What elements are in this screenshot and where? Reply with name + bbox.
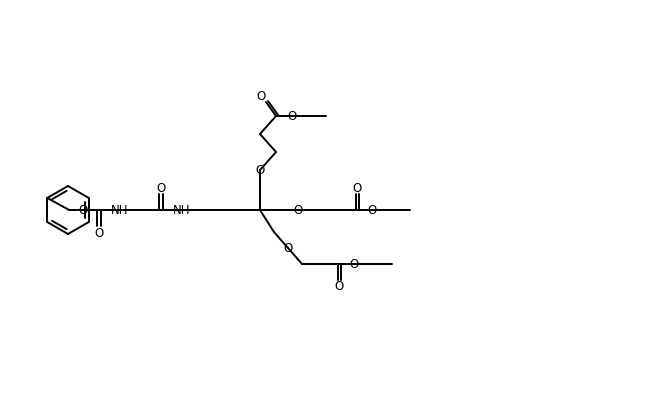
Text: O: O <box>256 89 266 103</box>
Text: NH: NH <box>110 204 128 217</box>
Text: O: O <box>78 204 88 217</box>
Text: O: O <box>256 164 265 177</box>
Text: O: O <box>335 280 344 293</box>
Text: O: O <box>353 181 362 194</box>
Text: O: O <box>367 204 376 217</box>
Text: O: O <box>284 242 293 255</box>
Text: O: O <box>156 181 165 194</box>
Text: O: O <box>349 257 359 270</box>
Text: NH: NH <box>173 204 190 217</box>
Text: O: O <box>293 204 303 217</box>
Text: O: O <box>94 227 104 240</box>
Text: O: O <box>288 110 297 122</box>
